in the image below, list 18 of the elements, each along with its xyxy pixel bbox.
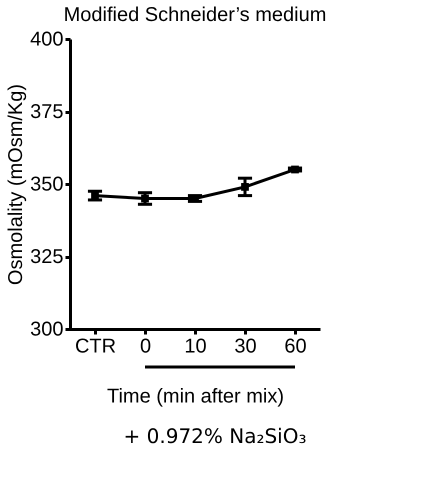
x-tick-label: CTR [74, 336, 116, 358]
text: + 0.972% Na₂SiO₃ [124, 424, 306, 448]
point [291, 166, 299, 174]
x-tick-label: 30 [234, 336, 257, 358]
point [141, 194, 149, 202]
y-tick-label: 375 [30, 101, 64, 123]
y-axis-title: Osmolality (mOsm/Kg) [5, 84, 28, 286]
y-tick-label: 300 [30, 318, 64, 340]
chart-title: Modified Schneider’s medium [64, 4, 326, 26]
x-tick-label: 0 [140, 336, 152, 358]
y-tick-label: 400 [30, 28, 64, 50]
x-tick-label: 10 [184, 336, 207, 358]
y-tick-label: 325 [30, 246, 64, 268]
x-axis-title: Time (min after mix) [106, 386, 284, 408]
y-tick-label: 350 [30, 174, 64, 196]
x-tick-label: 60 [284, 336, 307, 358]
point [241, 183, 249, 191]
point [91, 192, 99, 200]
